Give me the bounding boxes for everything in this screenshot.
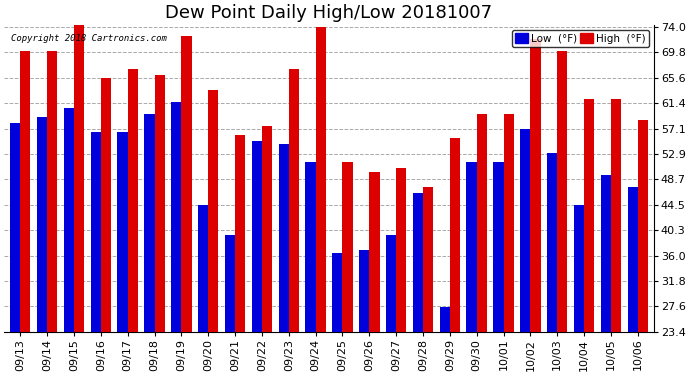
Bar bbox=[198, 205, 208, 332]
Bar bbox=[333, 253, 342, 332]
Bar bbox=[225, 235, 235, 332]
Bar bbox=[171, 102, 181, 332]
Bar bbox=[440, 307, 450, 332]
Bar bbox=[359, 250, 369, 332]
Bar bbox=[396, 168, 406, 332]
Bar bbox=[306, 162, 315, 332]
Bar bbox=[90, 132, 101, 332]
Bar bbox=[611, 99, 621, 332]
Bar bbox=[504, 114, 514, 332]
Legend: Low  (°F), High  (°F): Low (°F), High (°F) bbox=[512, 30, 649, 47]
Bar bbox=[279, 144, 288, 332]
Bar bbox=[74, 21, 84, 332]
Bar bbox=[208, 90, 219, 332]
Bar bbox=[584, 99, 594, 332]
Bar bbox=[477, 114, 487, 332]
Bar bbox=[386, 235, 396, 332]
Bar bbox=[288, 69, 299, 332]
Bar bbox=[20, 51, 30, 332]
Bar bbox=[235, 135, 245, 332]
Text: Copyright 2018 Cartronics.com: Copyright 2018 Cartronics.com bbox=[10, 34, 166, 43]
Bar bbox=[128, 69, 138, 332]
Bar bbox=[117, 132, 128, 332]
Bar bbox=[101, 78, 111, 332]
Bar bbox=[47, 51, 57, 332]
Bar bbox=[342, 162, 353, 332]
Bar bbox=[181, 36, 192, 332]
Bar bbox=[558, 51, 567, 332]
Bar bbox=[413, 193, 423, 332]
Bar bbox=[155, 75, 165, 332]
Bar bbox=[601, 174, 611, 332]
Bar bbox=[547, 153, 558, 332]
Bar bbox=[628, 187, 638, 332]
Bar bbox=[520, 129, 531, 332]
Bar bbox=[252, 141, 262, 332]
Bar bbox=[450, 138, 460, 332]
Bar bbox=[315, 27, 326, 332]
Bar bbox=[574, 205, 584, 332]
Bar bbox=[423, 187, 433, 332]
Bar bbox=[63, 108, 74, 332]
Bar bbox=[369, 171, 380, 332]
Bar bbox=[466, 162, 477, 332]
Bar bbox=[10, 123, 20, 332]
Bar bbox=[144, 114, 155, 332]
Bar bbox=[493, 162, 504, 332]
Bar bbox=[531, 39, 540, 332]
Bar bbox=[262, 126, 272, 332]
Bar bbox=[638, 120, 648, 332]
Title: Dew Point Daily High/Low 20181007: Dew Point Daily High/Low 20181007 bbox=[166, 4, 493, 22]
Bar bbox=[37, 117, 47, 332]
